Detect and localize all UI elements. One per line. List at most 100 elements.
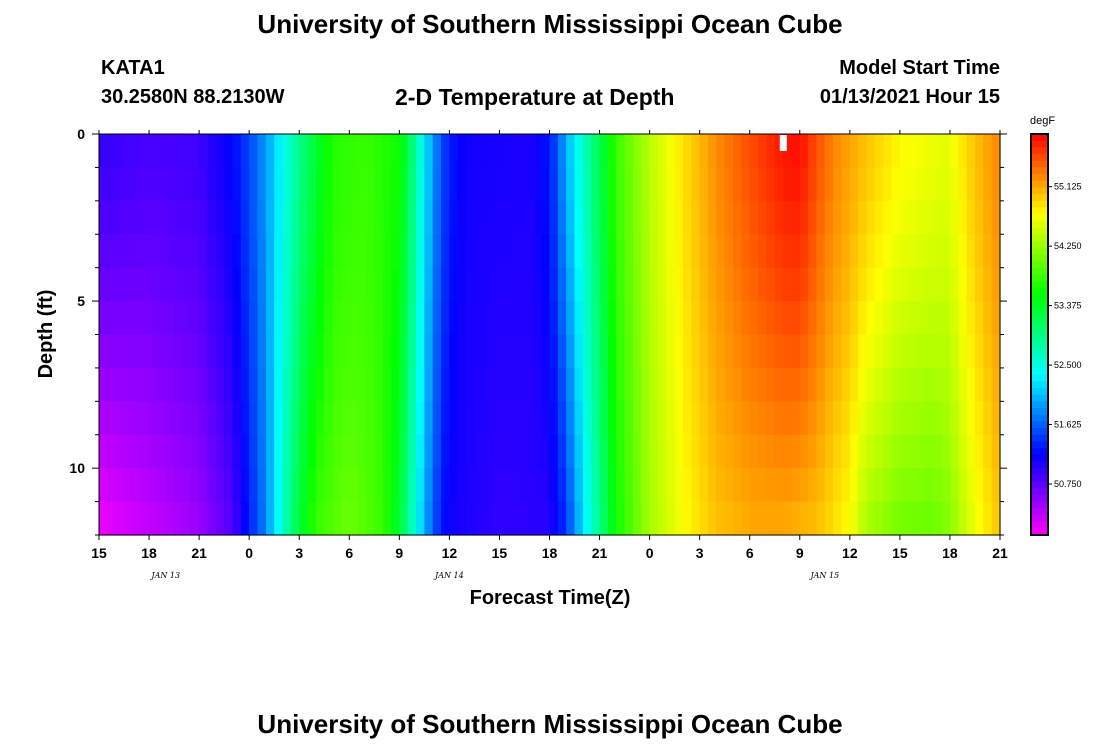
colorbar-cell bbox=[1031, 227, 1048, 235]
heatmap-cell bbox=[374, 401, 384, 436]
heatmap-cell bbox=[441, 501, 450, 536]
heatmap-cell bbox=[240, 501, 250, 536]
heatmap-cell bbox=[983, 434, 993, 469]
heatmap-cell bbox=[841, 367, 851, 402]
heatmap-cell bbox=[566, 301, 576, 336]
colorbar-tick-label: 53.375 bbox=[1054, 301, 1082, 311]
colorbar-cell bbox=[1031, 428, 1048, 436]
colorbar-cell bbox=[1031, 314, 1048, 322]
heatmap-cell bbox=[958, 367, 968, 402]
colorbar-cell bbox=[1031, 327, 1048, 336]
colorbar-tick-label: 52.500 bbox=[1054, 360, 1082, 370]
heatmap-cell bbox=[240, 301, 250, 336]
heatmap-cell bbox=[616, 401, 626, 436]
heatmap-cell bbox=[174, 200, 184, 235]
heatmap-cell bbox=[491, 267, 501, 302]
heatmap-cell bbox=[891, 367, 901, 402]
heatmap-cell bbox=[991, 267, 1001, 302]
heatmap-cell bbox=[441, 234, 450, 269]
heatmap-cell bbox=[190, 267, 200, 302]
heatmap-cell bbox=[424, 167, 434, 202]
heatmap-cell bbox=[399, 301, 409, 336]
heatmap-cell bbox=[924, 267, 934, 302]
heatmap-cell bbox=[107, 200, 117, 235]
heatmap-cell bbox=[324, 401, 334, 436]
heatmap-cell bbox=[332, 468, 342, 503]
heatmap-cell bbox=[641, 501, 651, 536]
heatmap-cell bbox=[491, 334, 501, 369]
heatmap-cell bbox=[582, 167, 592, 202]
colorbar-cell bbox=[1031, 394, 1048, 402]
colorbar-cell bbox=[1031, 260, 1048, 269]
heatmap-cell bbox=[307, 134, 317, 169]
heatmap-cell bbox=[199, 401, 209, 436]
heatmap-cell bbox=[549, 367, 559, 402]
heatmap-cell bbox=[466, 134, 476, 169]
heatmap-cell bbox=[716, 200, 726, 235]
heatmap-cell bbox=[949, 468, 959, 503]
heatmap-cell bbox=[632, 200, 642, 235]
heatmap-cell bbox=[691, 367, 701, 402]
heatmap-cell bbox=[340, 167, 350, 202]
heatmap-cell bbox=[432, 200, 442, 235]
heatmap-cell bbox=[616, 301, 626, 336]
heatmap-cell bbox=[349, 334, 359, 369]
heatmap-cell bbox=[674, 334, 684, 369]
heatmap-cell bbox=[874, 367, 884, 402]
heatmap-cell bbox=[140, 367, 150, 402]
heatmap-cell bbox=[149, 134, 158, 169]
heatmap-cell bbox=[340, 367, 350, 402]
heatmap-cell bbox=[249, 301, 259, 336]
heatmap-cell bbox=[524, 267, 534, 302]
heatmap-cell bbox=[299, 367, 309, 402]
heatmap-cell bbox=[165, 134, 175, 169]
heatmap-cell bbox=[307, 367, 317, 402]
heatmap-cell bbox=[666, 434, 676, 469]
heatmap-cell bbox=[724, 134, 734, 169]
colorbar-cell bbox=[1031, 408, 1048, 416]
heatmap-cell bbox=[808, 200, 818, 235]
heatmap-cell bbox=[482, 468, 492, 503]
heatmap-cell bbox=[532, 434, 542, 469]
heatmap-cell bbox=[257, 234, 267, 269]
heatmap-cell bbox=[449, 367, 459, 402]
heatmap-cell bbox=[474, 134, 484, 169]
heatmap-cell bbox=[791, 167, 801, 202]
heatmap-cell bbox=[983, 468, 993, 503]
colorbar-cell bbox=[1031, 194, 1048, 202]
heatmap-cell bbox=[290, 200, 300, 235]
heatmap-cell bbox=[649, 167, 659, 202]
heatmap-cell bbox=[349, 468, 359, 503]
heatmap-cell bbox=[808, 334, 818, 369]
heatmap-cell bbox=[666, 367, 676, 402]
x-tick-label: 15 bbox=[492, 545, 508, 561]
heatmap-cell bbox=[507, 234, 517, 269]
heatmap-cell bbox=[449, 401, 459, 436]
heatmap-cell bbox=[240, 434, 250, 469]
heatmap-cell bbox=[858, 267, 868, 302]
heatmap-cell bbox=[232, 200, 242, 235]
heatmap-cell bbox=[290, 434, 300, 469]
heatmap-cell bbox=[115, 401, 125, 436]
heatmap-cell bbox=[299, 301, 309, 336]
heatmap-cell bbox=[249, 234, 259, 269]
heatmap-cell bbox=[858, 234, 868, 269]
heatmap-cell bbox=[265, 267, 275, 302]
heatmap-cell bbox=[958, 200, 968, 235]
heatmap-cell bbox=[124, 367, 133, 402]
heatmap-cell bbox=[632, 434, 642, 469]
heatmap-cell bbox=[516, 267, 526, 302]
heatmap-cell bbox=[466, 167, 476, 202]
heatmap-cell bbox=[132, 334, 142, 369]
heatmap-cell bbox=[624, 501, 634, 536]
colorbar-tick-label: 54.250 bbox=[1054, 241, 1082, 251]
heatmap-cell bbox=[299, 134, 309, 169]
heatmap-cell bbox=[866, 334, 876, 369]
heatmap-cell bbox=[524, 134, 534, 169]
heatmap-cell bbox=[374, 234, 384, 269]
heatmap-cell bbox=[799, 167, 809, 202]
heatmap-cell bbox=[691, 401, 701, 436]
heatmap-cell bbox=[582, 434, 592, 469]
heatmap-cell bbox=[541, 134, 551, 169]
heatmap-cell bbox=[215, 334, 225, 369]
